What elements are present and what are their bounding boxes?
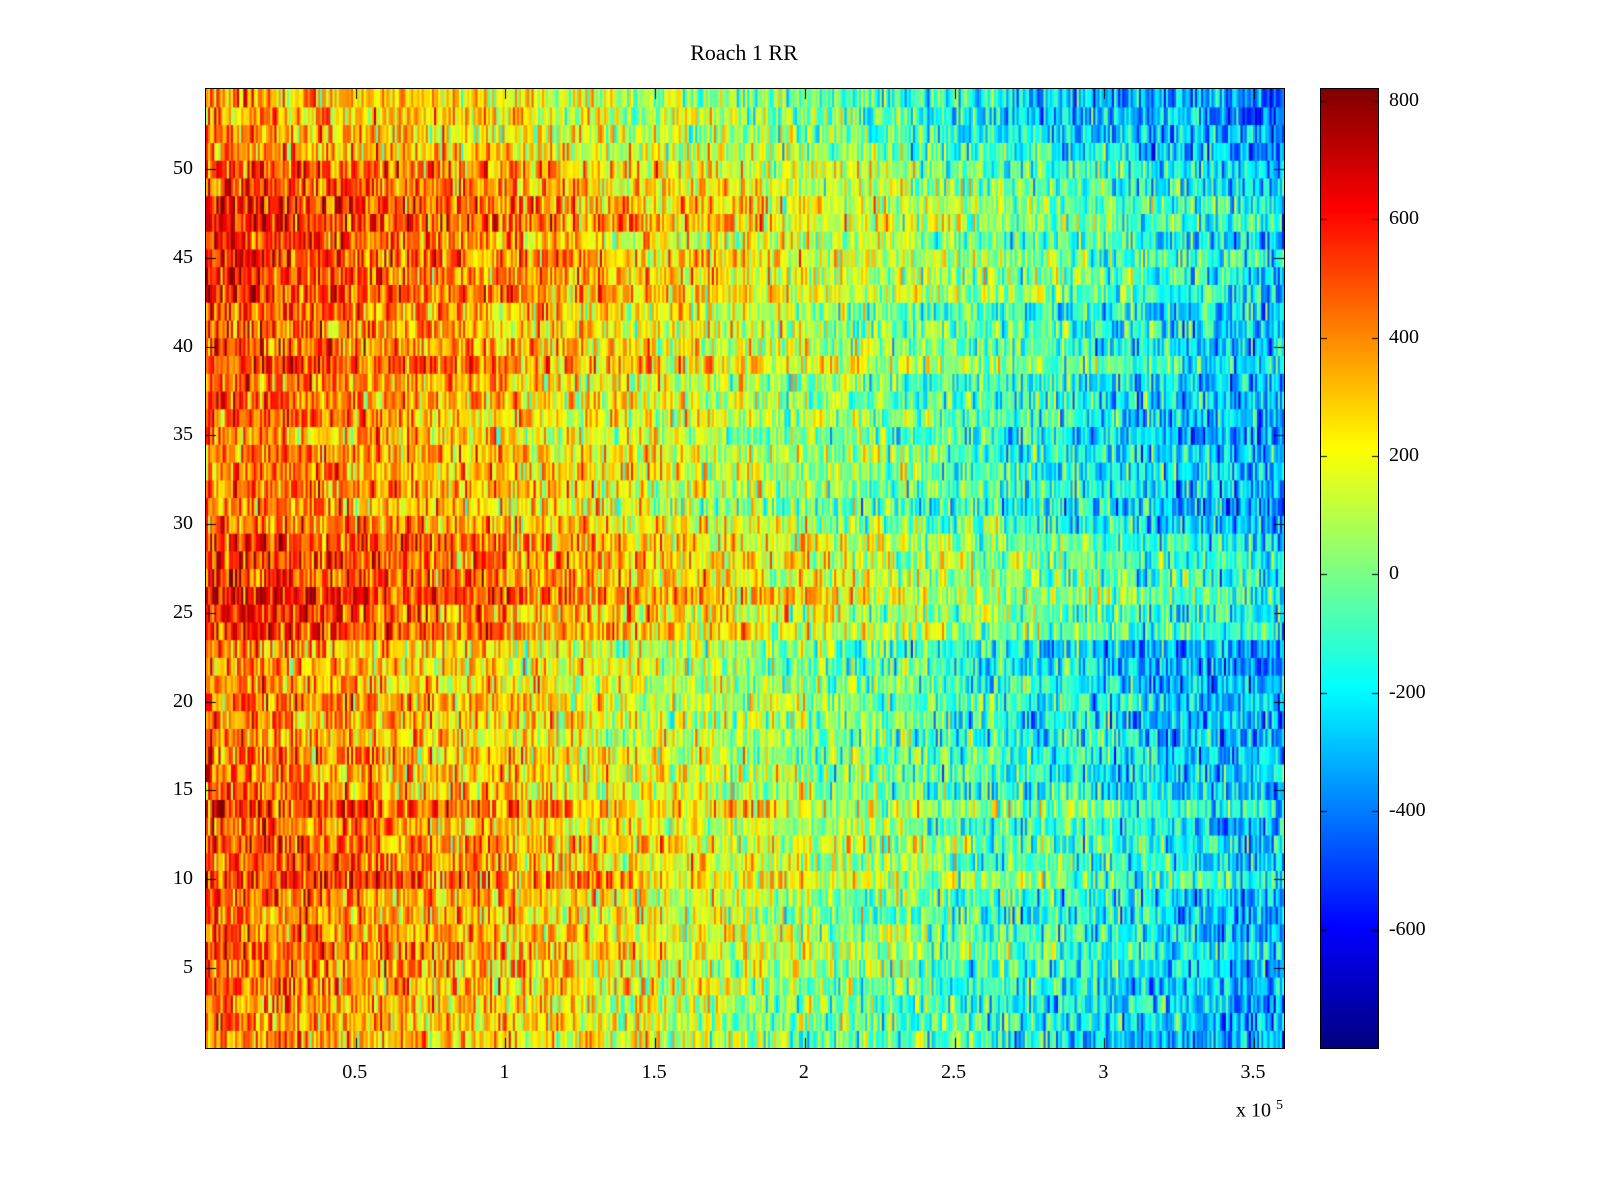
x-tick-label: 2.5: [941, 1061, 967, 1083]
colorbar-tick-label: -600: [1389, 917, 1426, 940]
colorbar-tick-label: 200: [1389, 444, 1419, 467]
x-axis-exponent-label: x 10 5: [1163, 1098, 1283, 1123]
colorbar-tick-label: 400: [1389, 325, 1419, 348]
y-tick-label: 15: [173, 778, 193, 801]
y-tick-label: 35: [173, 423, 193, 446]
x-tick-label: 3: [1098, 1061, 1109, 1083]
y-tick-label: 45: [173, 245, 193, 268]
x-tick-label: 3.5: [1240, 1061, 1266, 1083]
colorbar-canvas: [1320, 88, 1379, 1049]
x-axis-exponent-power: 5: [1276, 1098, 1283, 1113]
y-tick-label: 20: [173, 689, 193, 712]
y-tick-label: 5: [183, 956, 193, 979]
y-tick-label: 25: [173, 600, 193, 623]
y-tick-label: 10: [173, 867, 193, 890]
y-tick-label: 30: [173, 512, 193, 535]
chart-title: Roach 1 RR: [690, 40, 798, 65]
y-tick-label: 50: [173, 156, 193, 179]
colorbar-tick-label: 800: [1389, 88, 1419, 111]
x-tick-label: 2: [798, 1061, 809, 1083]
colorbar-tick-label: 0: [1389, 562, 1399, 585]
colorbar-tick-label: -400: [1389, 799, 1426, 822]
x-tick-label: 0.5: [342, 1061, 368, 1083]
heatmap-canvas: [205, 88, 1285, 1049]
colorbar-tick-label: 600: [1389, 207, 1419, 230]
x-tick-label: 1: [499, 1061, 510, 1083]
x-axis-exponent-base: x 10: [1236, 1099, 1271, 1122]
y-tick-label: 40: [173, 334, 193, 357]
x-tick-label: 1.5: [641, 1061, 667, 1083]
colorbar-tick-label: -200: [1389, 680, 1426, 703]
